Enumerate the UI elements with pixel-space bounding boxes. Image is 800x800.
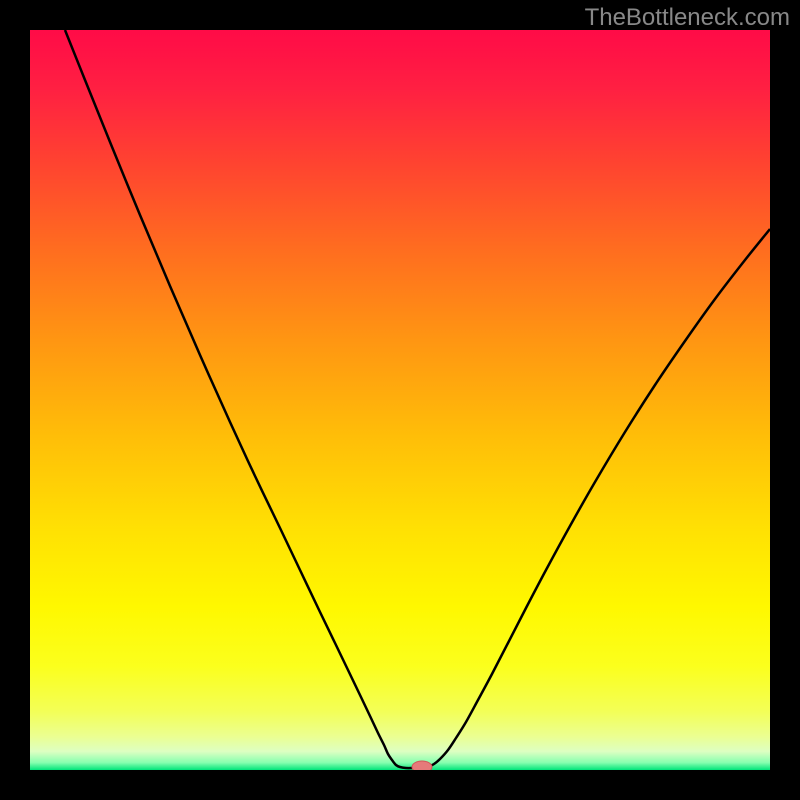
minimum-marker <box>412 761 432 770</box>
bottleneck-chart <box>30 30 770 770</box>
chart-svg <box>30 30 770 770</box>
watermark-text: TheBottleneck.com <box>585 4 790 32</box>
chart-background <box>30 30 770 770</box>
